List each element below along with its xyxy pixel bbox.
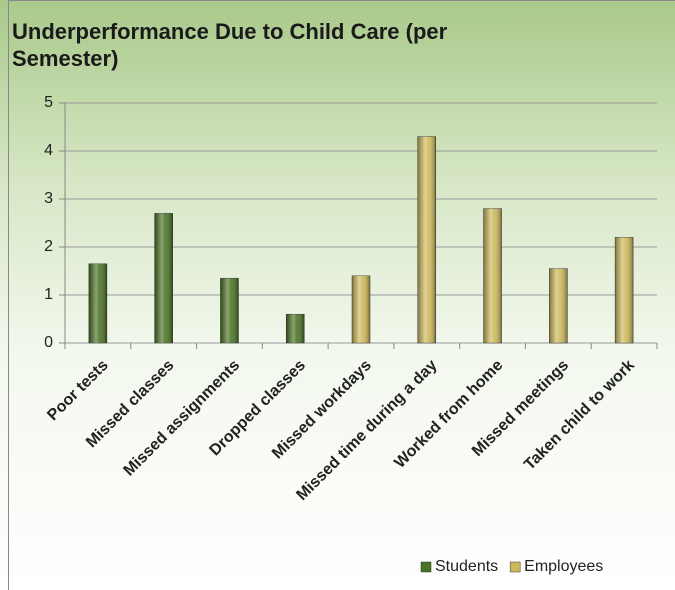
- legend-swatch: [420, 561, 432, 573]
- bar: [483, 208, 502, 344]
- x-tick-label: Taken child to work: [521, 357, 638, 474]
- x-tick-label: Missed time during a day: [293, 357, 440, 504]
- bar: [220, 277, 239, 344]
- y-tick-label: 1: [44, 286, 53, 303]
- bar: [417, 136, 437, 344]
- legend-label: Employees: [524, 558, 603, 575]
- y-tick-label: 2: [44, 238, 53, 255]
- bar: [88, 263, 108, 344]
- chart-title: Underperformance Due to Child Care (per …: [12, 19, 448, 71]
- y-tick-label: 0: [44, 334, 53, 351]
- frame: [8, 0, 675, 590]
- bar: [351, 275, 371, 344]
- bar: [154, 213, 173, 344]
- y-tick-label: 5: [44, 94, 53, 111]
- x-tick-label: Missed assignments: [121, 357, 244, 480]
- legend-swatch: [509, 561, 521, 573]
- y-tick-label: 3: [44, 190, 53, 207]
- x-tick-label: Worked from home: [391, 357, 506, 472]
- legend-label: Students: [435, 558, 498, 575]
- bar: [614, 237, 634, 344]
- y-tick-label: 4: [44, 142, 53, 159]
- x-tick-label: Poor tests: [44, 357, 111, 424]
- bar: [549, 268, 568, 344]
- bar: [285, 313, 305, 344]
